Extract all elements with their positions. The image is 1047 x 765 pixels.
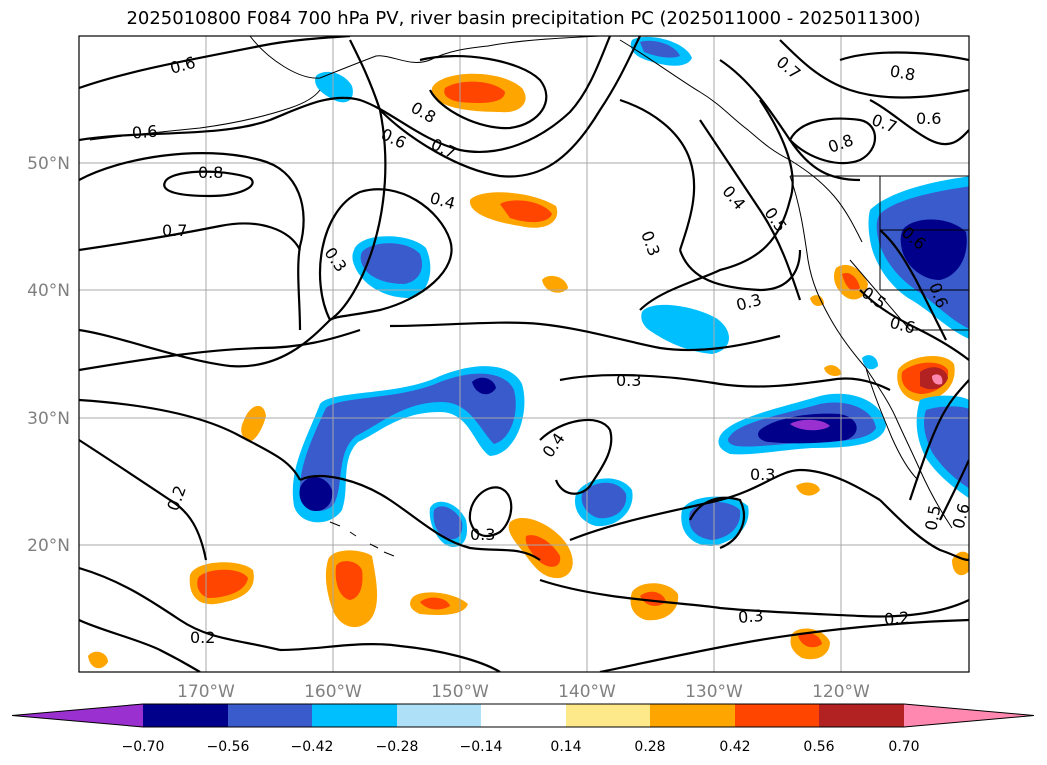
colorbar-tick-label: 0.28 (634, 739, 665, 755)
lat-labels: 50°N 40°N 30°N 20°N (27, 154, 70, 556)
colorbar-cell (397, 704, 481, 727)
contour-label: 0.3 (470, 525, 495, 544)
colorbar-tick-label: −0.28 (376, 739, 419, 755)
contour-label: 0.2 (190, 628, 215, 647)
precip-negative-blob (641, 304, 730, 354)
lon-label: 140°W (558, 682, 616, 702)
colorbar-extend-high (904, 704, 1034, 727)
precip-positive-blob (952, 551, 969, 575)
precip-positive-blob (932, 374, 943, 385)
pv-contours (79, 36, 969, 672)
colorbar-cell (312, 704, 397, 727)
colorbar-cell (650, 704, 735, 727)
lon-labels: 170°W 160°W 150°W 140°W 130°W 120°W (177, 682, 870, 702)
colorbar-cell (819, 704, 904, 727)
precip-negative-blob (581, 482, 627, 519)
contour-label: 0.6 (916, 109, 941, 128)
colorbar-tick-label: −0.42 (291, 739, 334, 755)
precip-negative-blob (472, 377, 496, 395)
precip-positive-blob (197, 569, 248, 598)
colorbar: −0.70 −0.56 −0.42 −0.28 −0.14 0.14 0.28 … (11, 703, 1035, 755)
precip-negative-blob (360, 243, 423, 284)
colorbar-tick-label: 0.14 (550, 739, 581, 755)
precip-positive-blob (542, 275, 568, 293)
precip-negative-blob (862, 355, 878, 370)
colorbar-tick-label: −0.14 (460, 739, 503, 755)
alaska-coastline (249, 36, 601, 79)
map-frame (78, 35, 970, 673)
lat-label: 50°N (27, 154, 70, 174)
contour-label: 0.3 (737, 606, 764, 627)
precip-positive-blob (500, 200, 552, 223)
colorbar-extend-low (12, 704, 143, 727)
state-borders (849, 176, 969, 331)
colorbar-tick-label: −0.56 (207, 739, 250, 755)
precip-negative-blob (790, 419, 830, 431)
contour-label: 0.2 (883, 608, 910, 629)
precip-anomaly-layer (88, 36, 969, 669)
precip-positive-blob (824, 365, 842, 376)
contour-label: 0.8 (198, 163, 223, 182)
precip-negative-blob (900, 219, 967, 280)
colorbar-tick-labels: −0.70 −0.56 −0.42 −0.28 −0.14 0.14 0.28 … (122, 739, 920, 755)
map-title: 2025010800 F084 700 hPa PV, river basin … (126, 8, 921, 29)
precip-positive-blob (796, 482, 820, 496)
colorbar-tick-label: −0.70 (122, 739, 165, 755)
precip-negative-blob (688, 501, 741, 540)
precip-positive-blob (525, 535, 561, 567)
map-gridlines (79, 36, 969, 672)
colorbar-outline (11, 703, 1035, 728)
baja-california (865, 367, 919, 481)
precip-negative-blob (640, 40, 680, 58)
contour-label: 0.6 (949, 501, 974, 531)
contour-label: 0.8 (888, 61, 916, 84)
precip-negative-blob (315, 71, 353, 103)
contour-label: 0.6 (131, 122, 158, 143)
contour-label: 0.7 (162, 221, 187, 240)
colorbar-tick-label: 0.42 (719, 739, 750, 755)
precip-positive-blob (335, 561, 363, 600)
contour-label: 0.3 (750, 465, 775, 484)
colorbar-tick-label: 0.56 (803, 739, 834, 755)
canada-coastline (619, 39, 863, 243)
precip-positive-blob (798, 633, 822, 648)
precip-negative-blob (433, 506, 463, 540)
lat-label: 40°N (27, 281, 70, 301)
lon-label: 150°W (431, 682, 489, 702)
precip-negative-blob (299, 373, 516, 511)
lon-label: 160°W (304, 682, 362, 702)
lon-label: 120°W (812, 682, 870, 702)
precip-positive-blob (88, 651, 108, 669)
colorbar-cell (735, 704, 819, 727)
contour-label: 0.3 (616, 371, 641, 390)
precip-positive-blob (444, 81, 505, 103)
colorbar-cell (143, 704, 228, 727)
colorbar-cell (228, 704, 312, 727)
lat-label: 20°N (27, 536, 70, 556)
precip-positive-blob (241, 405, 266, 442)
precip-negative-blob (924, 406, 969, 489)
lon-label: 170°W (177, 682, 235, 702)
colorbar-tick-label: 0.70 (888, 739, 919, 755)
lat-label: 30°N (27, 409, 70, 429)
colorbar-cell (566, 704, 650, 727)
colorbar-cells (11, 703, 1035, 728)
precip-negative-blob (299, 476, 333, 512)
colorbar-cell (481, 704, 566, 727)
precip-positive-blob (420, 597, 450, 610)
hawaii-islands (329, 521, 395, 557)
contour-label: 0.5 (921, 504, 944, 532)
lon-label: 130°W (685, 682, 743, 702)
precip-positive-blob (810, 295, 824, 306)
precip-positive-blob (842, 272, 860, 291)
